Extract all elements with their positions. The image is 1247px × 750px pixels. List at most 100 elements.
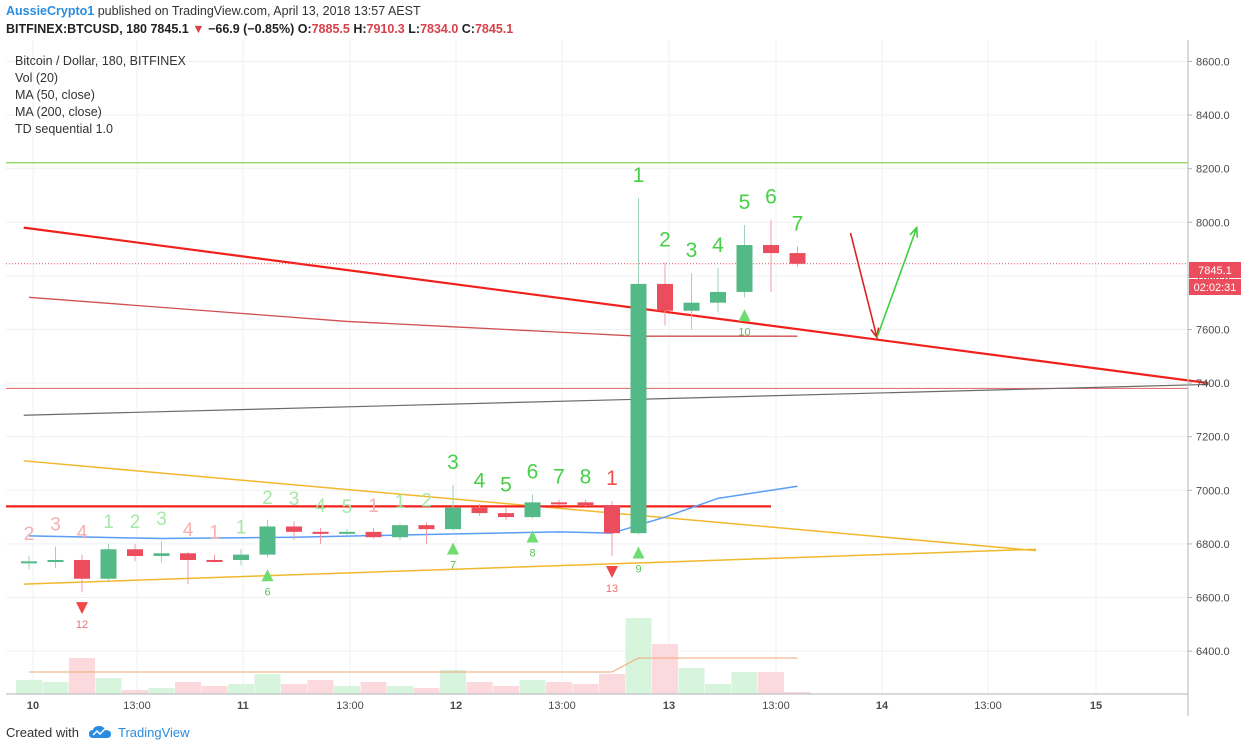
- candle-body: [392, 525, 408, 538]
- volume-ma-line: [29, 657, 798, 673]
- red-down-arrow[interactable]: [849, 232, 878, 338]
- candle-body: [577, 502, 594, 506]
- candle-body: [604, 505, 620, 534]
- gray-trend-line[interactable]: [23, 383, 1209, 416]
- volume-bar: [16, 680, 42, 694]
- triangle-lower-line[interactable]: [23, 548, 1037, 585]
- volume-bar: [360, 682, 387, 694]
- volume-bar: [387, 686, 413, 694]
- y-tick-label: 7200.0: [1196, 432, 1230, 444]
- candle-body: [471, 507, 488, 514]
- red-trendline[interactable]: [23, 226, 1209, 385]
- high-label: H:: [353, 22, 367, 36]
- td-count-label: 7: [553, 466, 565, 489]
- volume-bar: [546, 682, 572, 694]
- td-sell-triangle: [606, 565, 618, 578]
- volume-bar: [201, 686, 228, 694]
- candle-body: [736, 245, 753, 292]
- legend-td[interactable]: TD sequential 1.0: [15, 122, 113, 136]
- y-tick-label: 6600.0: [1196, 593, 1230, 605]
- x-tick-label: 13:00: [336, 700, 364, 712]
- green-up-arrow[interactable]: [876, 227, 918, 338]
- td-marker-label: 8: [529, 547, 535, 559]
- candle-body: [206, 559, 223, 562]
- tradingview-brand-link[interactable]: TradingView: [118, 725, 190, 740]
- y-tick-label: 7000.0: [1196, 485, 1230, 497]
- candle-body: [551, 502, 567, 505]
- td-count-label: 4: [77, 523, 88, 544]
- td-marker-label: 7: [450, 560, 456, 572]
- volume-bar: [599, 674, 625, 694]
- price-change: −66.9 (−0.85%): [208, 22, 295, 36]
- y-tick-label: 7600.0: [1196, 324, 1230, 336]
- volume-bar: [466, 682, 493, 694]
- symbol-label[interactable]: BITFINEX:BTCUSD, 180: [6, 22, 147, 36]
- price-tag-value: 7845.1: [1198, 265, 1232, 277]
- y-tick-label: 6800.0: [1196, 539, 1230, 551]
- low-label: L:: [408, 22, 421, 36]
- tradingview-cloud-icon: [89, 726, 111, 738]
- ma50-line[interactable]: [28, 485, 798, 540]
- volume-bar: [784, 692, 811, 694]
- candle-body: [498, 513, 514, 518]
- td-count-label: 5: [342, 497, 353, 518]
- countdown-value: 02:02:31: [1194, 282, 1237, 294]
- plot-area[interactable]: [6, 40, 1188, 694]
- legend-vol[interactable]: Vol (20): [15, 71, 58, 85]
- grid: [6, 40, 1188, 694]
- td-count-label: 1: [209, 523, 220, 544]
- volume-bar: [228, 684, 254, 694]
- x-tick-label: 14: [876, 700, 889, 712]
- volume-bar: [95, 678, 122, 694]
- volume-bar: [254, 674, 281, 694]
- created-with-text: Created with: [6, 725, 79, 740]
- candle-body: [312, 531, 329, 534]
- td-count-label: 2: [421, 490, 432, 511]
- td-marker-label: 13: [606, 583, 618, 595]
- td-marker-label: 12: [76, 619, 88, 631]
- td-sell-triangle: [76, 602, 88, 615]
- countdown-box: [1189, 279, 1241, 295]
- td-buy-triangle: [447, 542, 459, 555]
- y-tick-label: 8400.0: [1196, 110, 1230, 122]
- td-count-label: 3: [50, 515, 61, 536]
- legend-title[interactable]: Bitcoin / Dollar, 180, BITFINEX: [15, 54, 187, 68]
- x-tick-label: 15: [1090, 700, 1102, 712]
- legend-ma200[interactable]: MA (200, close): [15, 105, 102, 119]
- volume-bar: [652, 644, 678, 694]
- y-tick-label: 7400.0: [1196, 378, 1230, 390]
- td-count-label: 3: [289, 489, 300, 510]
- green-up-arrow-head: [909, 225, 919, 238]
- volume-bar: [175, 682, 201, 694]
- td-count-label: 1: [103, 512, 114, 533]
- price-tag: 7845.1 02:02:31: [1189, 262, 1241, 295]
- td-count-label: 1: [395, 492, 406, 513]
- candle-body: [286, 526, 302, 532]
- candle-body: [445, 507, 461, 530]
- volume-bar: [731, 672, 758, 694]
- footer: Created with TradingView: [0, 716, 1247, 750]
- td-count-label: 5: [500, 474, 512, 497]
- td-count-label: 6: [765, 186, 777, 209]
- x-tick-label: 11: [237, 700, 249, 712]
- price-chart[interactable]: 2 3 41 2 34 1 12 3 4 5 1 1 234 56 7 8 112 3 45 671267813910…: [0, 0, 1247, 716]
- publish-info: published on TradingView.com, April 13, …: [94, 4, 421, 18]
- x-tick-label: 13:00: [123, 700, 151, 712]
- td-count-label: 8: [580, 466, 592, 489]
- candle-body: [259, 526, 276, 555]
- td-count-label: 5: [739, 191, 751, 214]
- volume-bars: [16, 618, 811, 694]
- td-count-label: 2: [262, 488, 273, 509]
- volume-bar: [122, 690, 148, 694]
- drawing-lines[interactable]: [5, 162, 1209, 585]
- candle-body: [524, 502, 541, 518]
- td-count-label: 7: [792, 212, 804, 235]
- volume-bar: [493, 686, 519, 694]
- candle-body: [74, 559, 90, 579]
- td-count-label: 2: [659, 228, 671, 251]
- author-link[interactable]: AussieCrypto1: [6, 4, 95, 18]
- td-count-label: 3: [447, 451, 459, 474]
- legend-ma50[interactable]: MA (50, close): [15, 88, 95, 102]
- y-tick-label: 6400.0: [1196, 646, 1230, 658]
